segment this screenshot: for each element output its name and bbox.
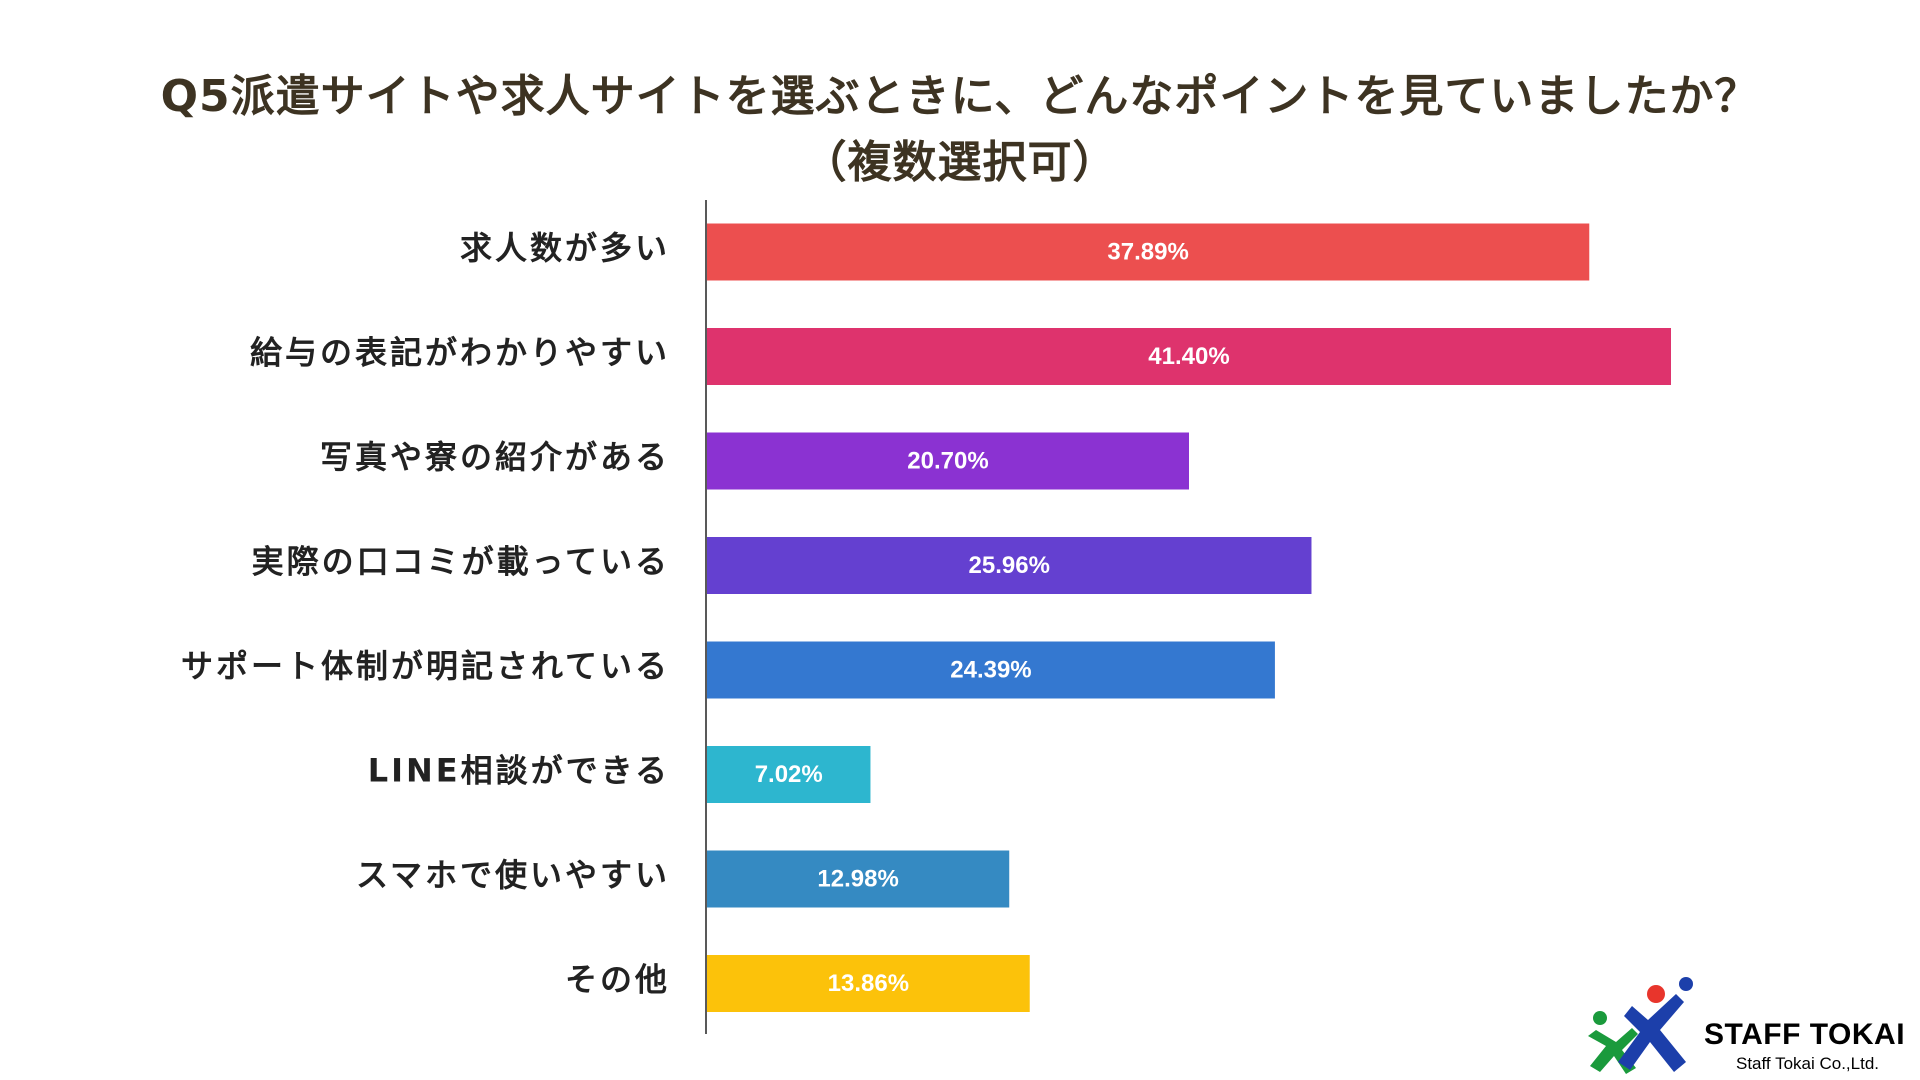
bar-5 xyxy=(707,641,1275,699)
bar-4 xyxy=(707,537,1312,594)
bars-group: 37.89% 求人数が多い 41.40% 給与の表記がわかりやすい 20.70% 写真や寮… xyxy=(181,223,1671,1012)
logo-body-blue xyxy=(1618,994,1686,1072)
bar-value-label-5: 24.39% xyxy=(950,657,1031,684)
category-label-3: 写真や寮の紹介がある xyxy=(320,438,670,476)
category-label-2: 給与の表記がわかりやすい xyxy=(250,334,670,372)
bar-8 xyxy=(707,955,1030,1012)
chart-subtitle: （複数選択可） xyxy=(802,137,1118,188)
logo-company-subtitle: Staff Tokai Co.,Ltd. xyxy=(1736,1054,1880,1073)
bar-value-label-7: 12.98% xyxy=(817,866,898,893)
bar-3 xyxy=(707,432,1189,490)
bar-value-label-1: 37.89% xyxy=(1107,239,1188,266)
logo-head-green xyxy=(1593,1011,1607,1025)
bar-value-label-8: 13.86% xyxy=(828,970,909,997)
chart-title: Q5派遣サイトや求人サイトを選ぶときに、どんなポイントを見ていましたか？ xyxy=(160,71,1760,122)
logo-head-blue xyxy=(1679,977,1693,991)
bar-6 xyxy=(707,746,871,803)
bar-7 xyxy=(707,850,1010,908)
bar-value-label-6: 7.02% xyxy=(755,761,823,788)
category-label-8: その他 xyxy=(565,961,670,999)
category-label-6: LINE相談ができる xyxy=(368,752,670,790)
logo-company-name: STAFF TOKAI xyxy=(1704,1018,1906,1051)
logo-head-red xyxy=(1647,985,1665,1003)
company-logo: STAFF TOKAI Staff Tokai Co.,Ltd. xyxy=(1586,976,1916,1076)
bar-1 xyxy=(707,223,1590,281)
category-label-4: 実際の口コミが載っている xyxy=(252,543,670,581)
category-label-1: 求人数が多い xyxy=(460,229,670,267)
category-label-5: サポート体制が明記されている xyxy=(181,647,670,685)
bar-value-label-4: 25.96% xyxy=(969,552,1050,579)
bar-value-label-3: 20.70% xyxy=(907,448,988,475)
bar-2 xyxy=(707,328,1671,385)
category-label-7: スマホで使いやすい xyxy=(356,856,670,894)
staff-tokai-people-logo-icon xyxy=(1588,977,1693,1074)
bar-value-label-2: 41.40% xyxy=(1148,343,1229,370)
